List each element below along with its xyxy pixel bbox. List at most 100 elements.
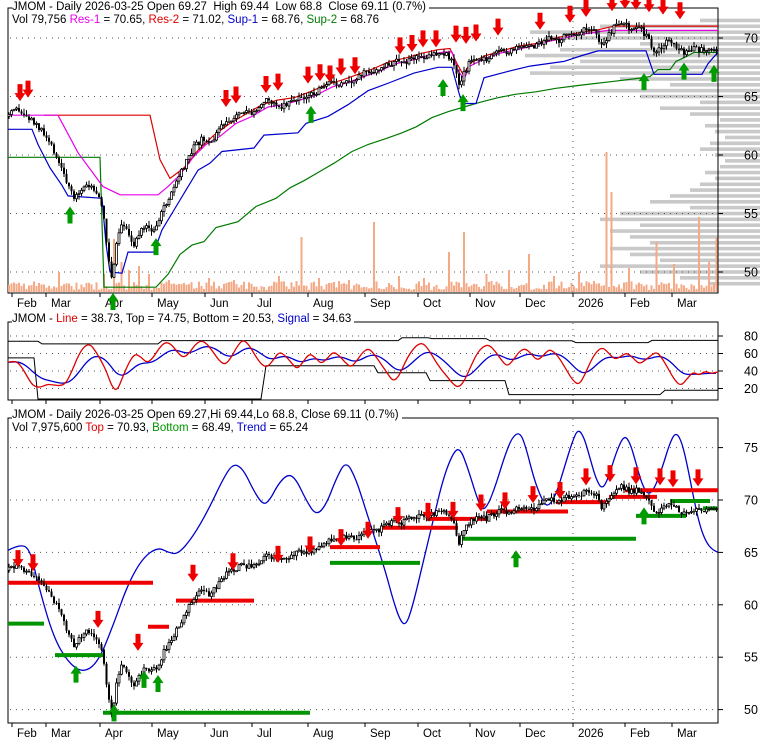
candle-body-up: [222, 124, 226, 127]
candle-body-up: [182, 615, 186, 624]
volume-bar: [85, 282, 88, 292]
oscillator-chart[interactable]: 80 60 40 20: [0, 312, 780, 408]
candle-body-up: [515, 46, 518, 51]
volume-bar: [358, 284, 360, 292]
volume-bar: [28, 285, 30, 292]
volume-profile-bar: [620, 77, 760, 81]
candle-body-up: [35, 122, 38, 125]
x-axis-label: Feb: [17, 728, 37, 740]
volume-bar: [453, 285, 455, 292]
candle-body-up: [190, 153, 193, 156]
candle-body-down: [18, 108, 20, 112]
candle-body-up: [705, 50, 708, 52]
volume-bar: [560, 281, 563, 292]
volume-bar: [608, 286, 610, 292]
volume-bar: [655, 242, 658, 292]
volume-profile-bar: [610, 229, 760, 233]
sell-arrow-icon: [417, 30, 429, 48]
volume-bar: [88, 282, 90, 292]
volume-bar: [310, 282, 313, 292]
candle-body-up: [417, 513, 421, 520]
volume-bar: [43, 284, 45, 292]
candle-body-down: [670, 40, 673, 44]
volume-bar: [178, 283, 180, 292]
bottom-price-chart[interactable]: 75 70 65 60 55 50 Feb Mar Apr May Jun Jul Aug Sep Oct N…: [0, 408, 780, 745]
candle-body-down: [33, 118, 35, 125]
sell-arrow-icon: [674, 2, 686, 20]
candle-body-up: [155, 225, 158, 231]
candle-body-down: [683, 48, 685, 55]
volume-bar: [658, 284, 660, 292]
candle-body-down: [378, 69, 380, 71]
candle-body-down: [205, 590, 208, 592]
volume-bar: [610, 192, 613, 292]
candle-body-down: [60, 162, 63, 168]
volume-profile-bar: [650, 240, 760, 245]
candle-body-down: [50, 141, 53, 145]
oscillator-title: JMOM - Line = 38.73, Top = 74.75, Bottom…: [12, 313, 355, 326]
candle-body-down: [435, 52, 438, 56]
volume-profile-bar: [720, 118, 760, 122]
volume-profile-bar: [590, 88, 760, 93]
volume-bar: [415, 283, 418, 292]
candle-body-down: [650, 500, 653, 506]
candle-body-up: [440, 52, 443, 55]
candle-body-up: [167, 642, 171, 650]
candle-body-up: [537, 503, 541, 509]
candle-body-up: [395, 58, 398, 62]
candle-body-up: [687, 50, 691, 52]
candle-body-down: [485, 57, 488, 62]
header-text-part: JMOM -: [12, 313, 57, 325]
candle-body-up: [215, 132, 218, 141]
x-axis-label: Aug: [313, 298, 333, 310]
volume-bar: [715, 237, 718, 292]
candle-body-down: [280, 106, 283, 109]
sell-arrow-icon: [630, 467, 642, 485]
top-chart-title: JMOM - Daily 2026-03-25 Open 69.27 High …: [12, 1, 430, 14]
candle-body-up: [120, 224, 123, 234]
header-text-part: Res-1: [69, 14, 101, 26]
candle-body-up: [217, 581, 221, 590]
candle-body-up: [657, 512, 661, 514]
volume-bar: [600, 285, 603, 292]
candle-body-down: [148, 225, 150, 228]
volume-profile-bar: [630, 235, 760, 239]
candle-body-down: [68, 630, 70, 635]
y-axis-label: 70: [744, 494, 758, 508]
cycle-line-group: [7, 430, 719, 671]
axis-ticks: 7065605550FebMarAprMayJunJulAugSepOctNov…: [11, 32, 758, 310]
candle-body-up: [262, 555, 266, 562]
axis-ticks: 75 70 65 60 55 50 Feb Mar Apr May Jun Jul Aug Sep Oct N…: [11, 441, 758, 740]
volume-bar: [683, 285, 685, 292]
candle-body-down: [95, 637, 98, 640]
volume-bar: [288, 288, 290, 292]
volume-bar: [535, 288, 538, 292]
candle-body-down: [285, 103, 288, 106]
candle-body-down: [355, 539, 358, 541]
sell-arrow-icon: [132, 633, 144, 651]
candle-body-up: [640, 491, 643, 494]
candle-body-up: [515, 506, 518, 512]
candle-body-up: [535, 43, 538, 49]
candle-body-up: [150, 669, 153, 672]
candle-body-up: [492, 52, 496, 56]
sell-arrow-icon: [260, 75, 272, 93]
volume-bar: [443, 289, 445, 292]
volume-bar: [518, 285, 520, 292]
candle-body-down: [325, 543, 328, 545]
top-price-chart[interactable]: 7065605550FebMarAprMayJunJulAugSepOctNov…: [0, 0, 780, 312]
volume-bar: [385, 287, 388, 292]
candle-body-up: [75, 643, 78, 648]
volume-bar: [55, 287, 58, 292]
candle-body-up: [655, 51, 658, 54]
candle-body-up: [617, 487, 621, 491]
volume-profile-bar: [725, 159, 760, 163]
candle-body-down: [623, 484, 625, 491]
candle-body-up: [177, 176, 181, 182]
candle-body-up: [235, 114, 238, 119]
candle-body-up: [347, 535, 351, 539]
candle-body-down: [248, 110, 250, 112]
volume-bar: [505, 289, 508, 292]
candle-body-down: [423, 514, 425, 517]
candle-body-down: [528, 45, 530, 47]
